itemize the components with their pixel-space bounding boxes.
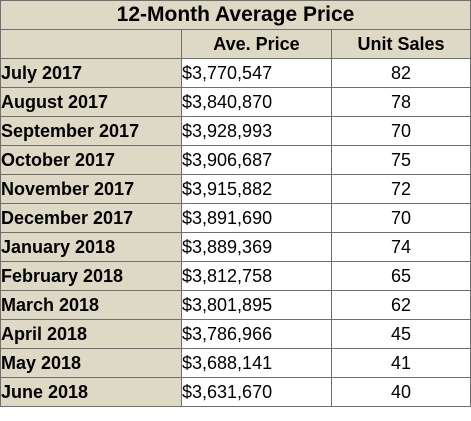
table-row: February 2018 $3,812,758 65 (0, 261, 471, 291)
unit-sales-cell: 40 (331, 377, 471, 407)
unit-sales-cell: 75 (331, 145, 471, 175)
month-cell: May 2018 (0, 348, 182, 378)
unit-sales-cell: 70 (331, 203, 471, 233)
average-price-cell: $3,812,758 (181, 261, 332, 291)
table-row: October 2017 $3,906,687 75 (0, 145, 471, 175)
unit-sales-cell: 45 (331, 319, 471, 349)
average-price-cell: $3,786,966 (181, 319, 332, 349)
unit-sales-cell: 70 (331, 116, 471, 146)
unit-sales-cell: 41 (331, 348, 471, 378)
month-cell: December 2017 (0, 203, 182, 233)
table-row: January 2018 $3,889,369 74 (0, 232, 471, 262)
unit-sales-cell: 82 (331, 58, 471, 88)
average-price-column-header: Ave. Price (181, 29, 332, 59)
average-price-cell: $3,906,687 (181, 145, 332, 175)
table-row: May 2018 $3,688,141 41 (0, 348, 471, 378)
average-price-cell: $3,928,993 (181, 116, 332, 146)
average-price-cell: $3,801,895 (181, 290, 332, 320)
table-header-row: Ave. Price Unit Sales (0, 29, 471, 59)
month-cell: March 2018 (0, 290, 182, 320)
average-price-cell: $3,915,882 (181, 174, 332, 204)
month-cell: January 2018 (0, 232, 182, 262)
average-price-cell: $3,770,547 (181, 58, 332, 88)
month-cell: September 2017 (0, 116, 182, 146)
month-cell: October 2017 (0, 145, 182, 175)
average-price-cell: $3,840,870 (181, 87, 332, 117)
month-cell: February 2018 (0, 261, 182, 291)
average-price-cell: $3,889,369 (181, 232, 332, 262)
table-row: December 2017 $3,891,690 70 (0, 203, 471, 233)
month-cell: April 2018 (0, 319, 182, 349)
month-cell: July 2017 (0, 58, 182, 88)
month-cell: November 2017 (0, 174, 182, 204)
month-column-header (0, 29, 182, 59)
unit-sales-cell: 74 (331, 232, 471, 262)
average-price-cell: $3,631,670 (181, 377, 332, 407)
table-row: March 2018 $3,801,895 62 (0, 290, 471, 320)
table-row: July 2017 $3,770,547 82 (0, 58, 471, 88)
table-row: August 2017 $3,840,870 78 (0, 87, 471, 117)
unit-sales-cell: 65 (331, 261, 471, 291)
unit-sales-cell: 78 (331, 87, 471, 117)
table-row: June 2018 $3,631,670 40 (0, 377, 471, 407)
average-price-cell: $3,891,690 (181, 203, 332, 233)
table-title-row: 12-Month Average Price (0, 0, 471, 30)
table-row: November 2017 $3,915,882 72 (0, 174, 471, 204)
month-cell: June 2018 (0, 377, 182, 407)
average-price-cell: $3,688,141 (181, 348, 332, 378)
unit-sales-cell: 72 (331, 174, 471, 204)
table-row: September 2017 $3,928,993 70 (0, 116, 471, 146)
table-row: April 2018 $3,786,966 45 (0, 319, 471, 349)
average-price-table: 12-Month Average Price Ave. Price Unit S… (0, 0, 471, 407)
unit-sales-cell: 62 (331, 290, 471, 320)
unit-sales-column-header: Unit Sales (331, 29, 471, 59)
table-title: 12-Month Average Price (0, 0, 471, 30)
month-cell: August 2017 (0, 87, 182, 117)
